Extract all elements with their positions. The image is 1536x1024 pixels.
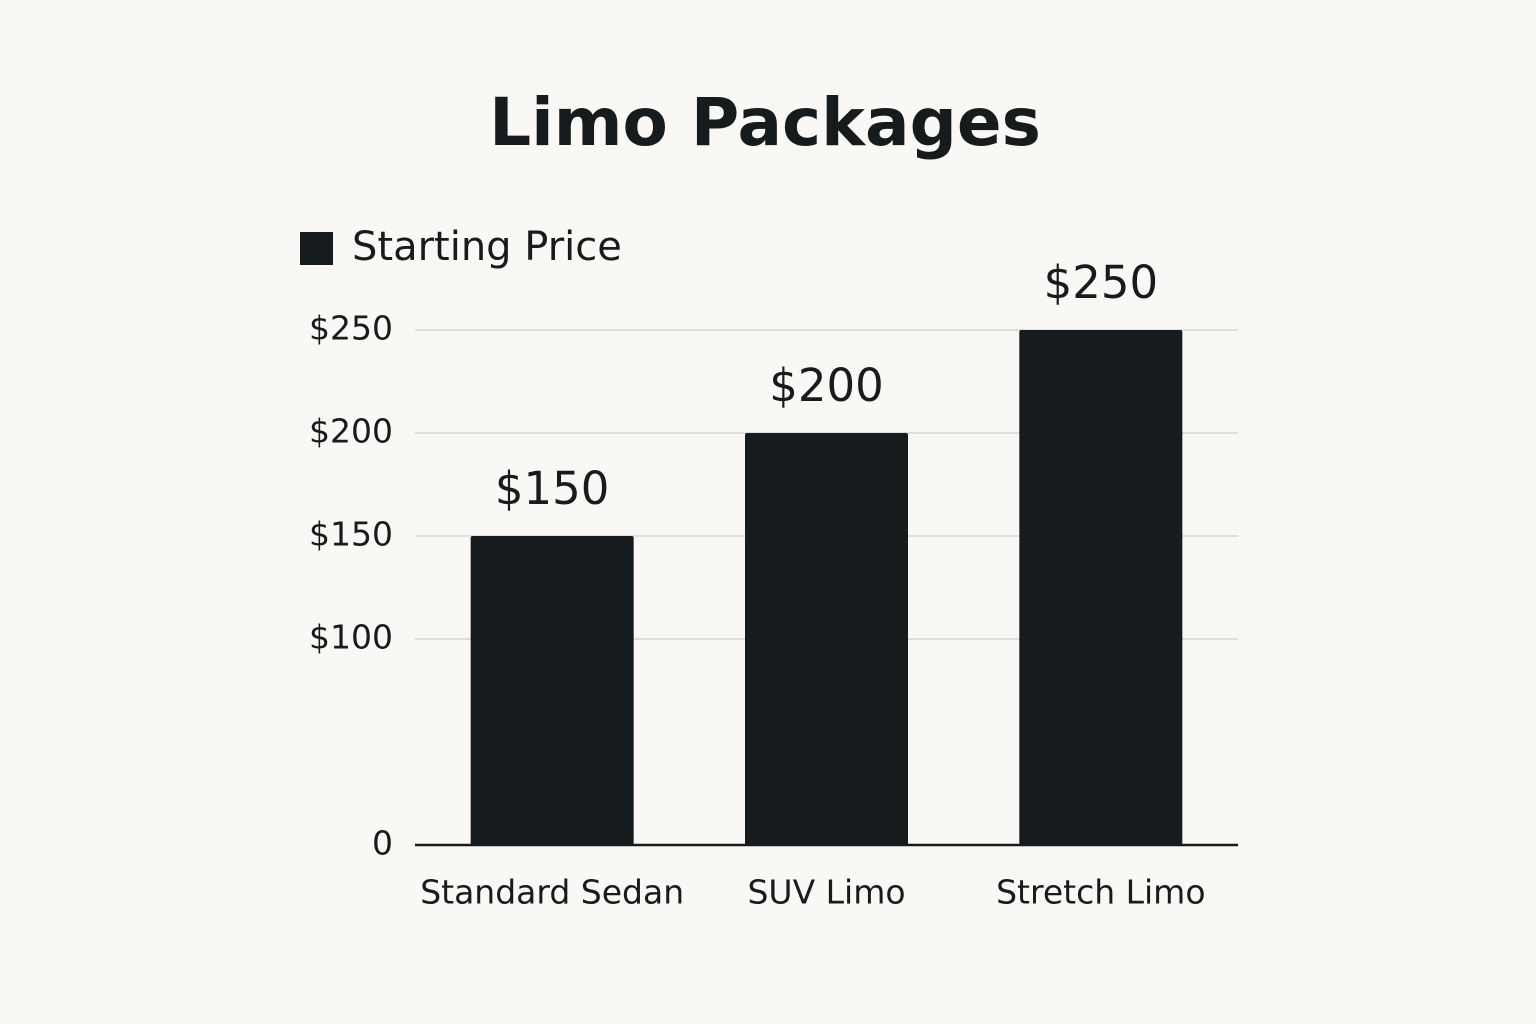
x-tick-label: Stretch Limo xyxy=(996,873,1205,912)
legend-swatch xyxy=(300,232,333,265)
value-label: $200 xyxy=(769,359,884,412)
value-label-bg xyxy=(1030,258,1171,314)
bar xyxy=(745,433,908,845)
y-tick-label: $150 xyxy=(309,515,393,554)
value-label-bg xyxy=(756,361,897,417)
y-tick-label: $100 xyxy=(309,618,393,657)
y-tick-label: $250 xyxy=(309,309,393,348)
x-tick-label: Standard Sedan xyxy=(420,873,684,912)
value-label-bg xyxy=(482,464,623,520)
x-tick-label: SUV Limo xyxy=(747,873,905,912)
y-tick-label: $200 xyxy=(309,412,393,451)
chart-title: Limo Packages xyxy=(489,84,1041,161)
value-label: $150 xyxy=(495,462,610,515)
y-tick-label: 0 xyxy=(372,824,393,863)
value-label: $250 xyxy=(1044,256,1159,309)
bar xyxy=(470,536,634,845)
legend-label: Starting Price xyxy=(352,224,622,270)
bar xyxy=(1019,330,1183,845)
